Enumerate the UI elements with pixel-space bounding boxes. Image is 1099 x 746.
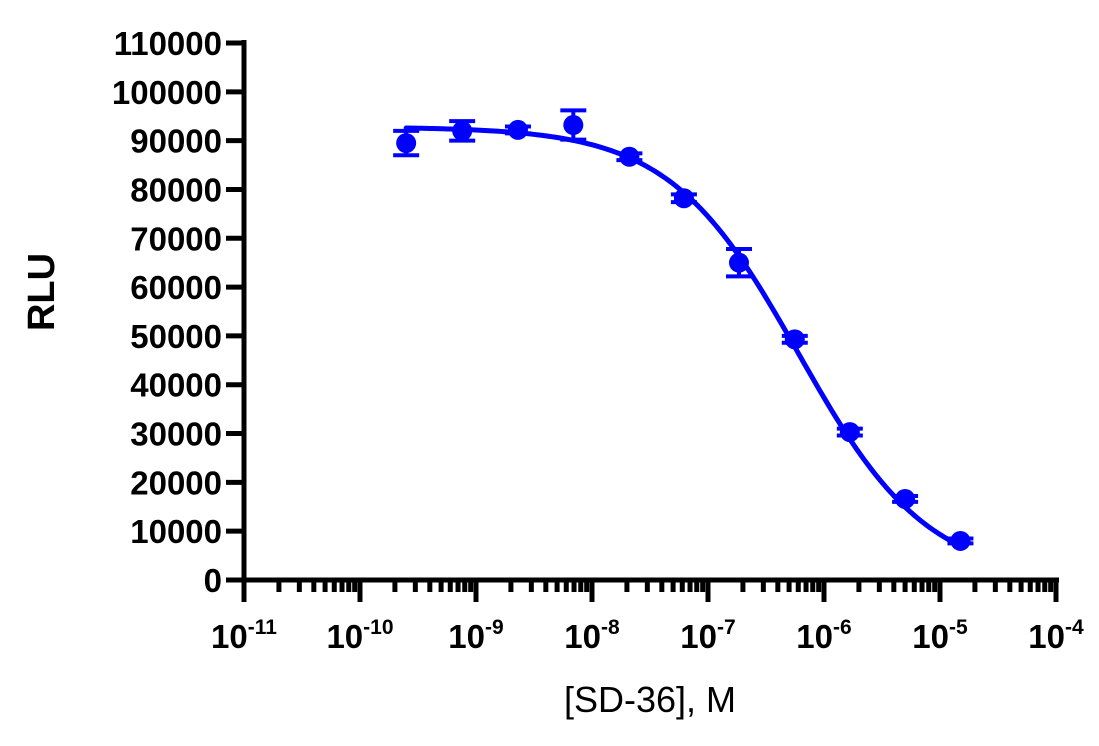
x-tick-label: 10-5 [912,616,968,655]
data-point [504,119,531,140]
x-tick-label: 10-10 [326,616,393,655]
data-point [616,146,643,167]
x-axis: 10-11 10-10 10-9 10-8 10-7 10-6 10-5 10-4 [211,577,1084,655]
data-marker [673,188,694,209]
y-axis: 0 10000 20000 30000 40000 50000 60000 70000 8000… [112,25,247,599]
y-tick-label: 40000 [130,367,222,404]
data-marker [563,115,584,136]
y-tick-label: 50000 [130,318,222,355]
y-axis-title: RLU [21,253,63,331]
data-points [393,108,974,551]
data-point [393,128,420,158]
data-marker [839,422,860,443]
x-tick-label: 10-4 [1028,616,1084,655]
y-tick-label: 110000 [114,25,222,62]
x-tick-label: 10-11 [211,616,277,655]
data-marker [895,488,916,509]
data-marker [396,133,417,154]
y-tick-label: 60000 [130,269,222,306]
data-point [670,188,697,209]
x-axis-title: [SD-36], M [564,679,736,720]
data-point [947,530,974,551]
x-tick-label: 10-9 [448,616,503,655]
data-point [892,488,919,509]
y-tick-label: 80000 [130,171,222,208]
data-marker [619,146,640,167]
y-tick-label: 30000 [130,416,222,453]
data-marker [784,329,805,350]
x-tick-label: 10-7 [680,616,735,655]
y-tick-label: 10000 [130,513,222,550]
y-tick-label: 90000 [130,123,222,160]
data-marker [507,119,528,140]
y-tick-label: 0 [204,562,222,599]
data-point [725,247,752,279]
y-tick-label: 70000 [130,220,222,257]
y-tick-label: 20000 [130,464,222,501]
x-tick-label: 10-6 [796,616,851,655]
data-point [560,108,587,142]
x-tick-label: 10-8 [564,616,620,655]
y-tick-label: 100000 [112,74,222,111]
data-marker [452,120,473,141]
data-point [836,422,863,443]
data-marker [950,530,971,551]
data-marker [728,252,749,273]
data-point [449,119,476,143]
data-point [781,329,808,350]
